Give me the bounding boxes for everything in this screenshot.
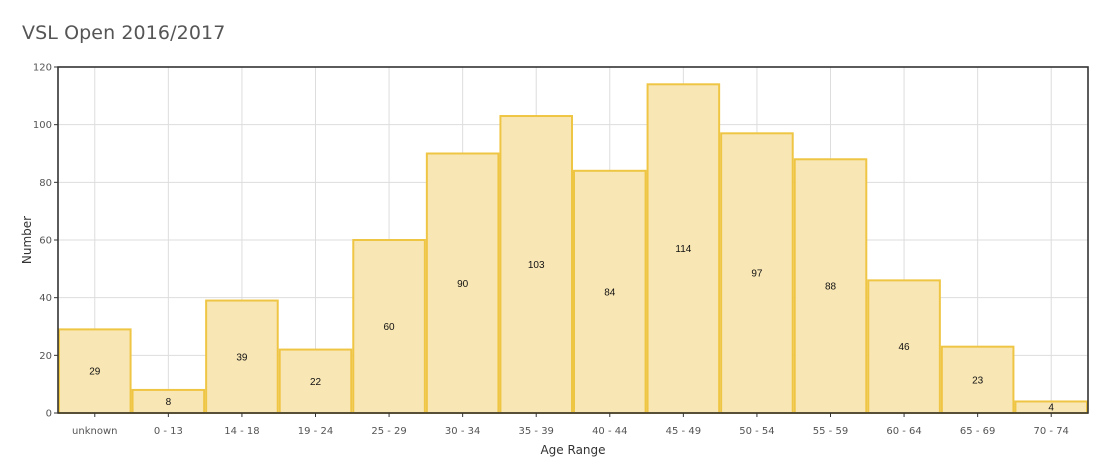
bar-value-label: 4 xyxy=(1048,403,1054,414)
bar xyxy=(352,239,426,414)
y-tick-label: 100 xyxy=(33,120,52,131)
y-tick-label: 0 xyxy=(46,409,52,420)
bar-value-label: 88 xyxy=(825,282,837,293)
y-axis-ticks: 0 20 40 60 80 100 120 xyxy=(33,63,58,420)
bar-value-label: 22 xyxy=(310,377,322,388)
x-tick-label: 65 - 69 xyxy=(960,426,995,437)
bar-value-label: 97 xyxy=(751,269,763,280)
bar-value-label: 114 xyxy=(675,244,691,255)
bar xyxy=(793,158,868,414)
bar xyxy=(58,328,132,414)
bar-value-label: 39 xyxy=(236,352,248,363)
bar-value-label: 90 xyxy=(457,279,469,290)
bar-value-label: 8 xyxy=(166,397,172,408)
x-axis-title: Age Range xyxy=(540,443,605,457)
x-tick-label: 55 - 59 xyxy=(813,426,848,437)
bar xyxy=(573,169,647,414)
bar-value-label: 23 xyxy=(972,375,984,386)
y-axis-title: Number xyxy=(20,216,34,264)
x-tick-label: 19 - 24 xyxy=(298,426,333,437)
x-tick-label: 35 - 39 xyxy=(519,426,554,437)
bar xyxy=(940,345,1015,414)
y-tick-label: 120 xyxy=(33,63,52,74)
bar xyxy=(278,348,353,415)
bar-value-label: 46 xyxy=(899,342,911,353)
bar-value-labels: 29 8 39 22 60 90 103 84 114 97 88 46 23 4 xyxy=(89,244,1054,414)
x-tick-label: unknown xyxy=(72,426,117,437)
bar xyxy=(867,279,941,414)
x-tick-label: 70 - 74 xyxy=(1034,426,1069,437)
x-tick-label: 14 - 18 xyxy=(224,426,259,437)
bar xyxy=(205,299,279,414)
x-tick-label: 45 - 49 xyxy=(666,426,701,437)
x-axis-ticks: unknown 0 - 13 14 - 18 19 - 24 25 - 29 30 - 3… xyxy=(72,413,1069,437)
bar-value-label: 29 xyxy=(89,367,101,378)
x-tick-label: 50 - 54 xyxy=(739,426,774,437)
y-tick-label: 80 xyxy=(39,178,52,189)
bars xyxy=(58,83,1089,415)
y-tick-label: 60 xyxy=(39,236,52,247)
bar xyxy=(720,132,794,414)
bar-value-label: 84 xyxy=(604,287,616,298)
y-tick-label: 40 xyxy=(39,293,52,304)
page-title: VSL Open 2016/2017 xyxy=(22,22,226,44)
x-tick-label: 30 - 34 xyxy=(445,426,480,437)
bar xyxy=(499,115,573,415)
x-tick-label: 0 - 13 xyxy=(154,426,183,437)
x-tick-label: 25 - 29 xyxy=(371,426,406,437)
bar xyxy=(425,152,500,414)
bar-value-label: 60 xyxy=(384,322,396,333)
bar-value-label: 103 xyxy=(528,260,545,271)
y-tick-label: 20 xyxy=(39,351,52,362)
x-tick-label: 40 - 44 xyxy=(592,426,627,437)
x-tick-label: 60 - 64 xyxy=(886,426,921,437)
